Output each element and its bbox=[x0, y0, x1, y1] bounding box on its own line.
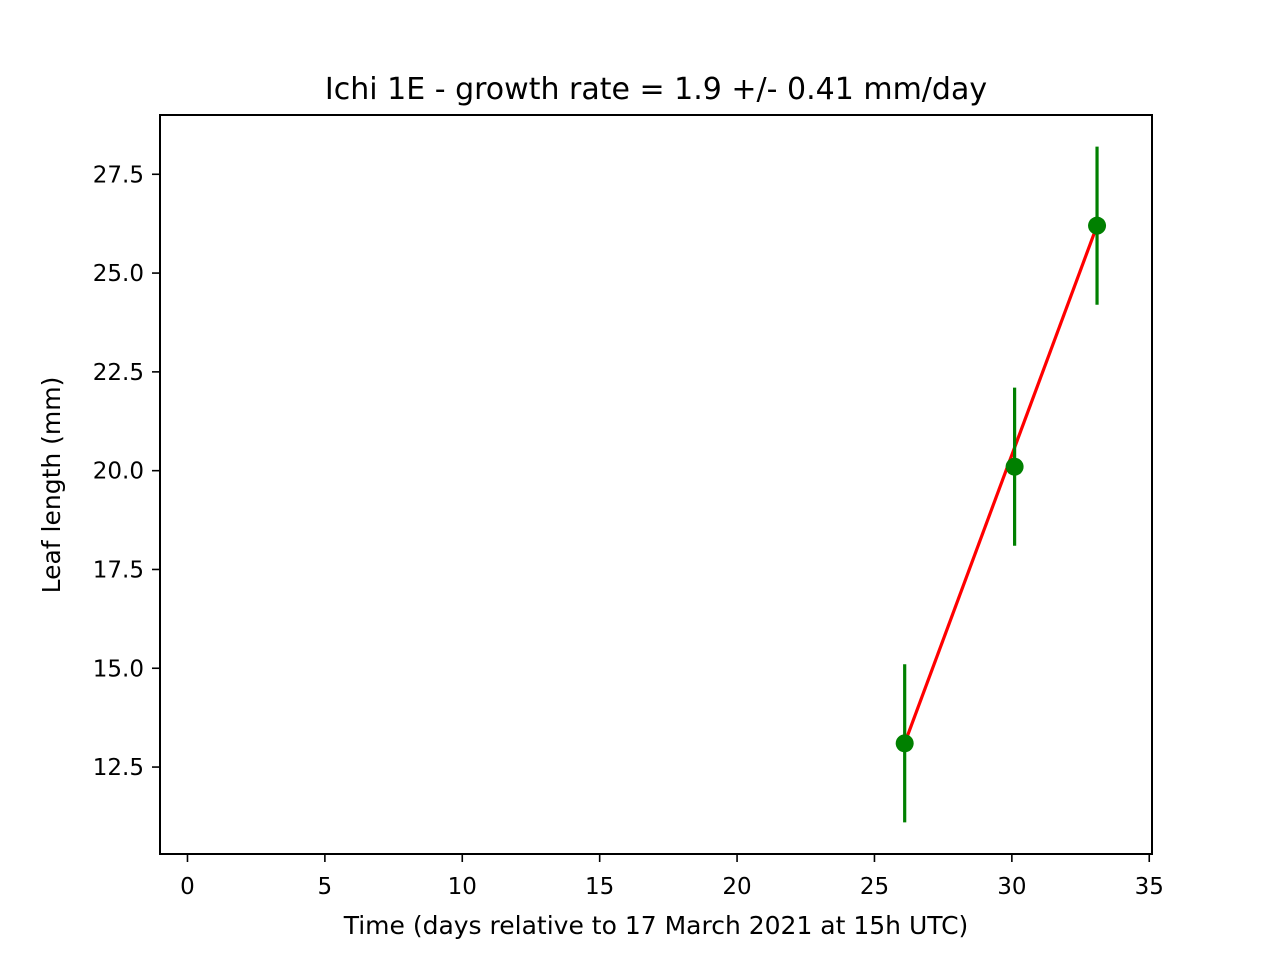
x-tick-label: 30 bbox=[997, 874, 1026, 900]
chart-title: Ichi 1E - growth rate = 1.9 +/- 0.41 mm/… bbox=[325, 72, 987, 107]
y-tick-label: 27.5 bbox=[93, 162, 144, 188]
data-point bbox=[1088, 216, 1107, 235]
y-tick-label: 15.0 bbox=[93, 656, 144, 682]
x-tick-label: 15 bbox=[585, 874, 614, 900]
x-tick-label: 35 bbox=[1135, 874, 1164, 900]
y-tick-label: 17.5 bbox=[93, 557, 144, 583]
fit-line bbox=[903, 225, 1099, 744]
x-tick-label: 0 bbox=[180, 874, 195, 900]
y-tick-label: 25.0 bbox=[93, 261, 144, 287]
y-tick-label: 12.5 bbox=[93, 755, 144, 781]
plot-area bbox=[895, 146, 1107, 823]
y-tick-label: 22.5 bbox=[93, 360, 144, 386]
data-point bbox=[1005, 457, 1024, 476]
axis-ticks: 0 5 10 15 20 25 30 35 12.5 15.0 17.5 20.0 22.5 25.0 27… bbox=[93, 162, 1164, 900]
plot-frame bbox=[159, 114, 1153, 855]
x-axis-label: Time (days relative to 17 March 2021 at … bbox=[343, 911, 969, 940]
x-tick-label: 5 bbox=[318, 874, 333, 900]
x-tick-label: 20 bbox=[722, 874, 751, 900]
y-axis-label: Leaf length (mm) bbox=[37, 377, 66, 594]
data-point bbox=[895, 734, 914, 753]
x-tick-label: 10 bbox=[448, 874, 477, 900]
y-tick-label: 20.0 bbox=[93, 459, 144, 485]
x-tick-label: 25 bbox=[860, 874, 889, 900]
